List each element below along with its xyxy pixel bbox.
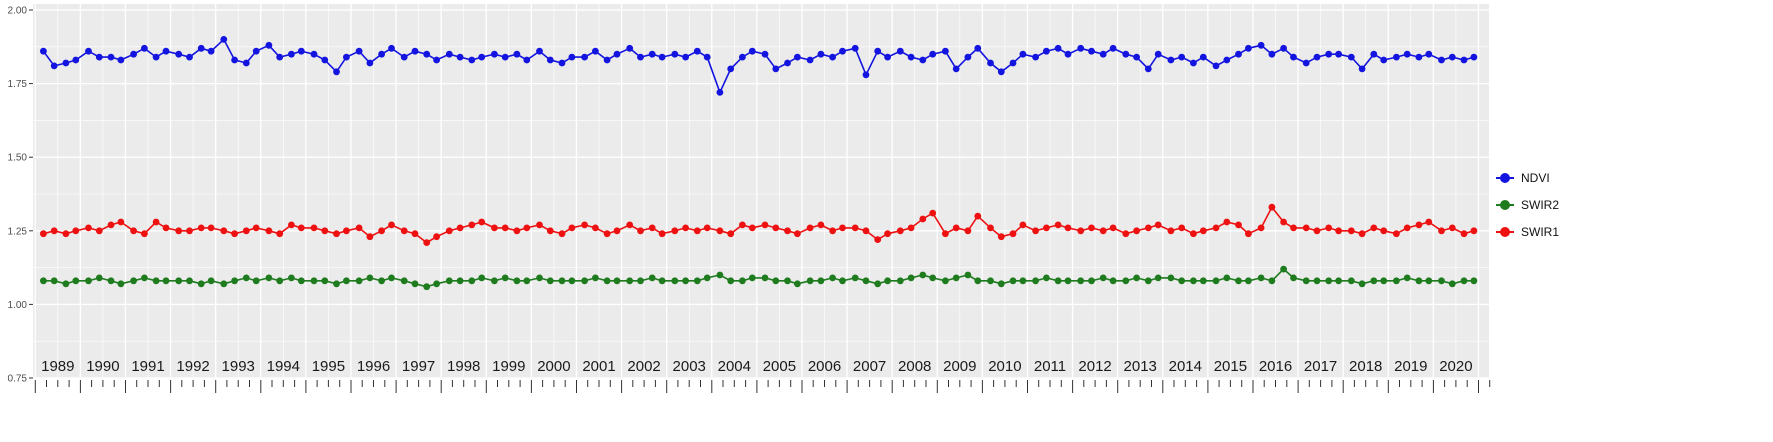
plot-panel [33,4,1489,378]
chart-legend: NDVI SWIR2 SWIR1 [1496,170,1559,240]
svg-text:1993: 1993 [222,358,255,375]
legend-key-swir1-icon [1496,224,1514,240]
legend-point-swatch [1500,173,1510,183]
svg-text:2007: 2007 [853,358,886,375]
svg-text:2004: 2004 [718,358,751,375]
svg-text:2020: 2020 [1439,358,1472,375]
legend-item-swir1: SWIR1 [1496,224,1559,240]
svg-text:1.50: 1.50 [8,153,28,164]
svg-text:2018: 2018 [1349,358,1382,375]
svg-text:1997: 1997 [402,358,435,375]
legend-point-swatch [1500,200,1510,210]
svg-text:2001: 2001 [582,358,615,375]
svg-text:2008: 2008 [898,358,931,375]
svg-text:2019: 2019 [1394,358,1427,375]
legend-item-ndvi: NDVI [1496,170,1559,186]
svg-text:2002: 2002 [627,358,660,375]
gridlines [33,4,1489,379]
x-axis-ticks [34,380,1491,393]
x-axis-labels: 1989 1990 1991 1992 1993 1994 1995 1996 1997 1998… [41,358,1472,375]
legend-label-swir2: SWIR2 [1521,198,1560,212]
svg-text:2.00: 2.00 [8,6,28,17]
svg-text:1.25: 1.25 [8,226,28,237]
svg-text:1992: 1992 [176,358,209,375]
svg-text:1991: 1991 [131,358,164,375]
svg-text:1998: 1998 [447,358,480,375]
svg-text:0.75: 0.75 [8,374,28,385]
svg-text:1994: 1994 [267,358,300,375]
series-swir1 [40,203,1478,247]
svg-text:2010: 2010 [988,358,1021,375]
svg-text:2012: 2012 [1078,358,1111,375]
svg-text:2013: 2013 [1124,358,1157,375]
svg-text:1990: 1990 [86,358,119,375]
legend-key-swir2-icon [1496,197,1514,213]
series-ndvi [40,36,1478,96]
svg-text:2009: 2009 [943,358,976,375]
svg-text:1.00: 1.00 [8,300,28,311]
svg-text:2017: 2017 [1304,358,1337,375]
y-axis-labels: 2.00 1.75 1.50 1.25 1.00 0.75 [8,6,33,385]
legend-label-swir1: SWIR1 [1521,225,1560,239]
svg-text:2015: 2015 [1214,358,1247,375]
svg-text:1996: 1996 [357,358,390,375]
svg-text:2003: 2003 [673,358,706,375]
legend-point-swatch [1500,227,1510,237]
legend-key-ndvi-icon [1496,170,1514,186]
svg-text:2011: 2011 [1034,358,1066,375]
series-swir2 [40,265,1478,291]
svg-text:1995: 1995 [312,358,345,375]
svg-text:1999: 1999 [492,358,525,375]
svg-text:2005: 2005 [763,358,796,375]
svg-text:2006: 2006 [808,358,841,375]
svg-text:2016: 2016 [1259,358,1292,375]
legend-label-ndvi: NDVI [1521,171,1550,185]
svg-text:2000: 2000 [537,358,570,375]
legend-item-swir2: SWIR2 [1496,197,1559,213]
svg-text:1.75: 1.75 [8,79,28,90]
svg-text:1989: 1989 [41,358,74,375]
svg-text:2014: 2014 [1169,358,1202,375]
